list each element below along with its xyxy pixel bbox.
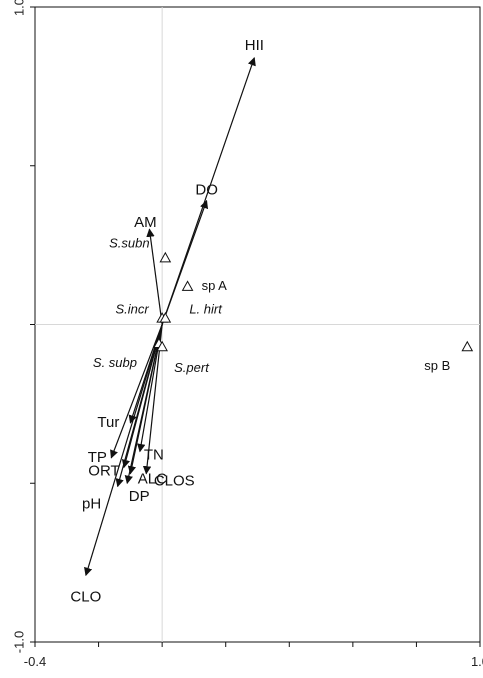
variable-label-clo: CLO [70, 588, 101, 605]
variable-label-tur: Tur [97, 414, 119, 431]
species-marker-s-subn [159, 251, 172, 263]
species-label-s-pert: S.pert [174, 360, 210, 375]
variable-label-do: DO [195, 182, 218, 199]
environmental-arrows [84, 57, 256, 577]
species-marker-l-hirt [159, 312, 172, 323]
species-marker-sp-a [181, 280, 194, 291]
variable-label-clos: CLOS [154, 473, 195, 490]
species-label-s-subn: S.subn [109, 235, 149, 250]
arrow-ph [115, 324, 163, 488]
species-label-sp-b: sp B [424, 358, 450, 373]
y-tick-label-0: 1.0 [11, 0, 26, 16]
species-label-l-hirt: L. hirt [189, 302, 223, 317]
variable-label-tn: TN [144, 446, 164, 463]
y-tick-label-1: -1.0 [11, 631, 26, 653]
species-label-s-incr: S.incr [116, 302, 150, 317]
variable-label-am: AM [134, 214, 157, 231]
variable-label-ph: pH [82, 495, 101, 512]
variable-label-hii: HII [245, 37, 264, 54]
species-points [153, 251, 474, 352]
species-marker-sp-b [461, 340, 474, 352]
arrow-am [146, 228, 163, 325]
x-tick-label-1: 1.0 [471, 654, 483, 669]
variable-label-ort: ORT [88, 462, 119, 479]
variable-label-alc: ALC [138, 471, 167, 488]
species-label-sp-a: sp A [202, 278, 228, 293]
species-marker-s-pert [156, 340, 168, 352]
species-label-s-subp: S. subp [93, 355, 137, 370]
arrow-tp [110, 324, 163, 459]
axis-ticks: 1.0 -1.0-0.4 1.0 [11, 0, 483, 669]
variable-label-tp: TP [88, 449, 107, 466]
x-tick-label-0: -0.4 [24, 654, 46, 669]
zero-lines [35, 7, 480, 642]
arrow-do [161, 199, 209, 325]
arrow-dp [124, 324, 163, 485]
variable-label-dp: DP [129, 488, 150, 505]
arrow-clo [84, 324, 163, 577]
